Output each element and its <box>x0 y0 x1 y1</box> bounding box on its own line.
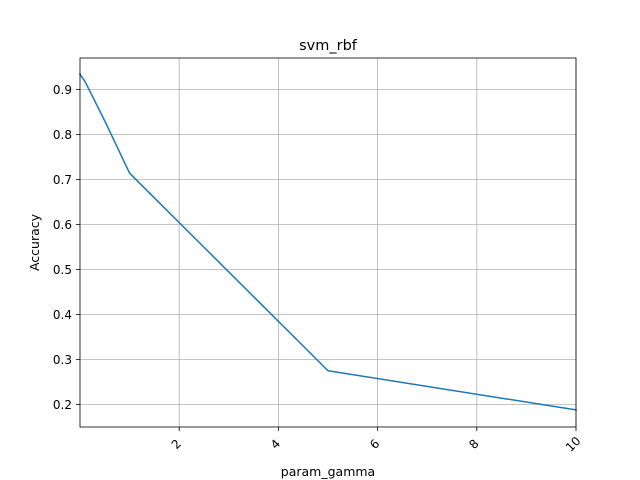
x-axis-label: param_gamma <box>281 464 375 479</box>
y-tick-label: 0.7 <box>53 173 72 187</box>
y-tick-label: 0.6 <box>53 218 72 232</box>
x-tick-label: 8 <box>466 437 481 452</box>
y-tick-label: 0.5 <box>53 263 72 277</box>
y-tick-label: 0.4 <box>53 308 72 322</box>
x-tick-label: 4 <box>268 437 283 452</box>
chart-title: svm_rbf <box>299 38 358 54</box>
x-tick-label: 6 <box>367 437 382 452</box>
y-axis-label: Accuracy <box>27 213 42 271</box>
y-tick-label: 0.2 <box>53 398 72 412</box>
y-tick-label: 0.9 <box>53 83 72 97</box>
plot-frame <box>79 57 577 428</box>
grid-layer <box>80 58 577 427</box>
x-tick-label: 2 <box>169 437 184 452</box>
x-tick-label: 10 <box>563 434 584 455</box>
y-tick-label: 0.3 <box>53 353 72 367</box>
y-tick-label: 0.8 <box>53 128 72 142</box>
ticks-layer: 2 4 6 8 10 0.2 0.3 0.4 0.5 0.6 0.7 0.8 0.9 <box>53 83 584 455</box>
